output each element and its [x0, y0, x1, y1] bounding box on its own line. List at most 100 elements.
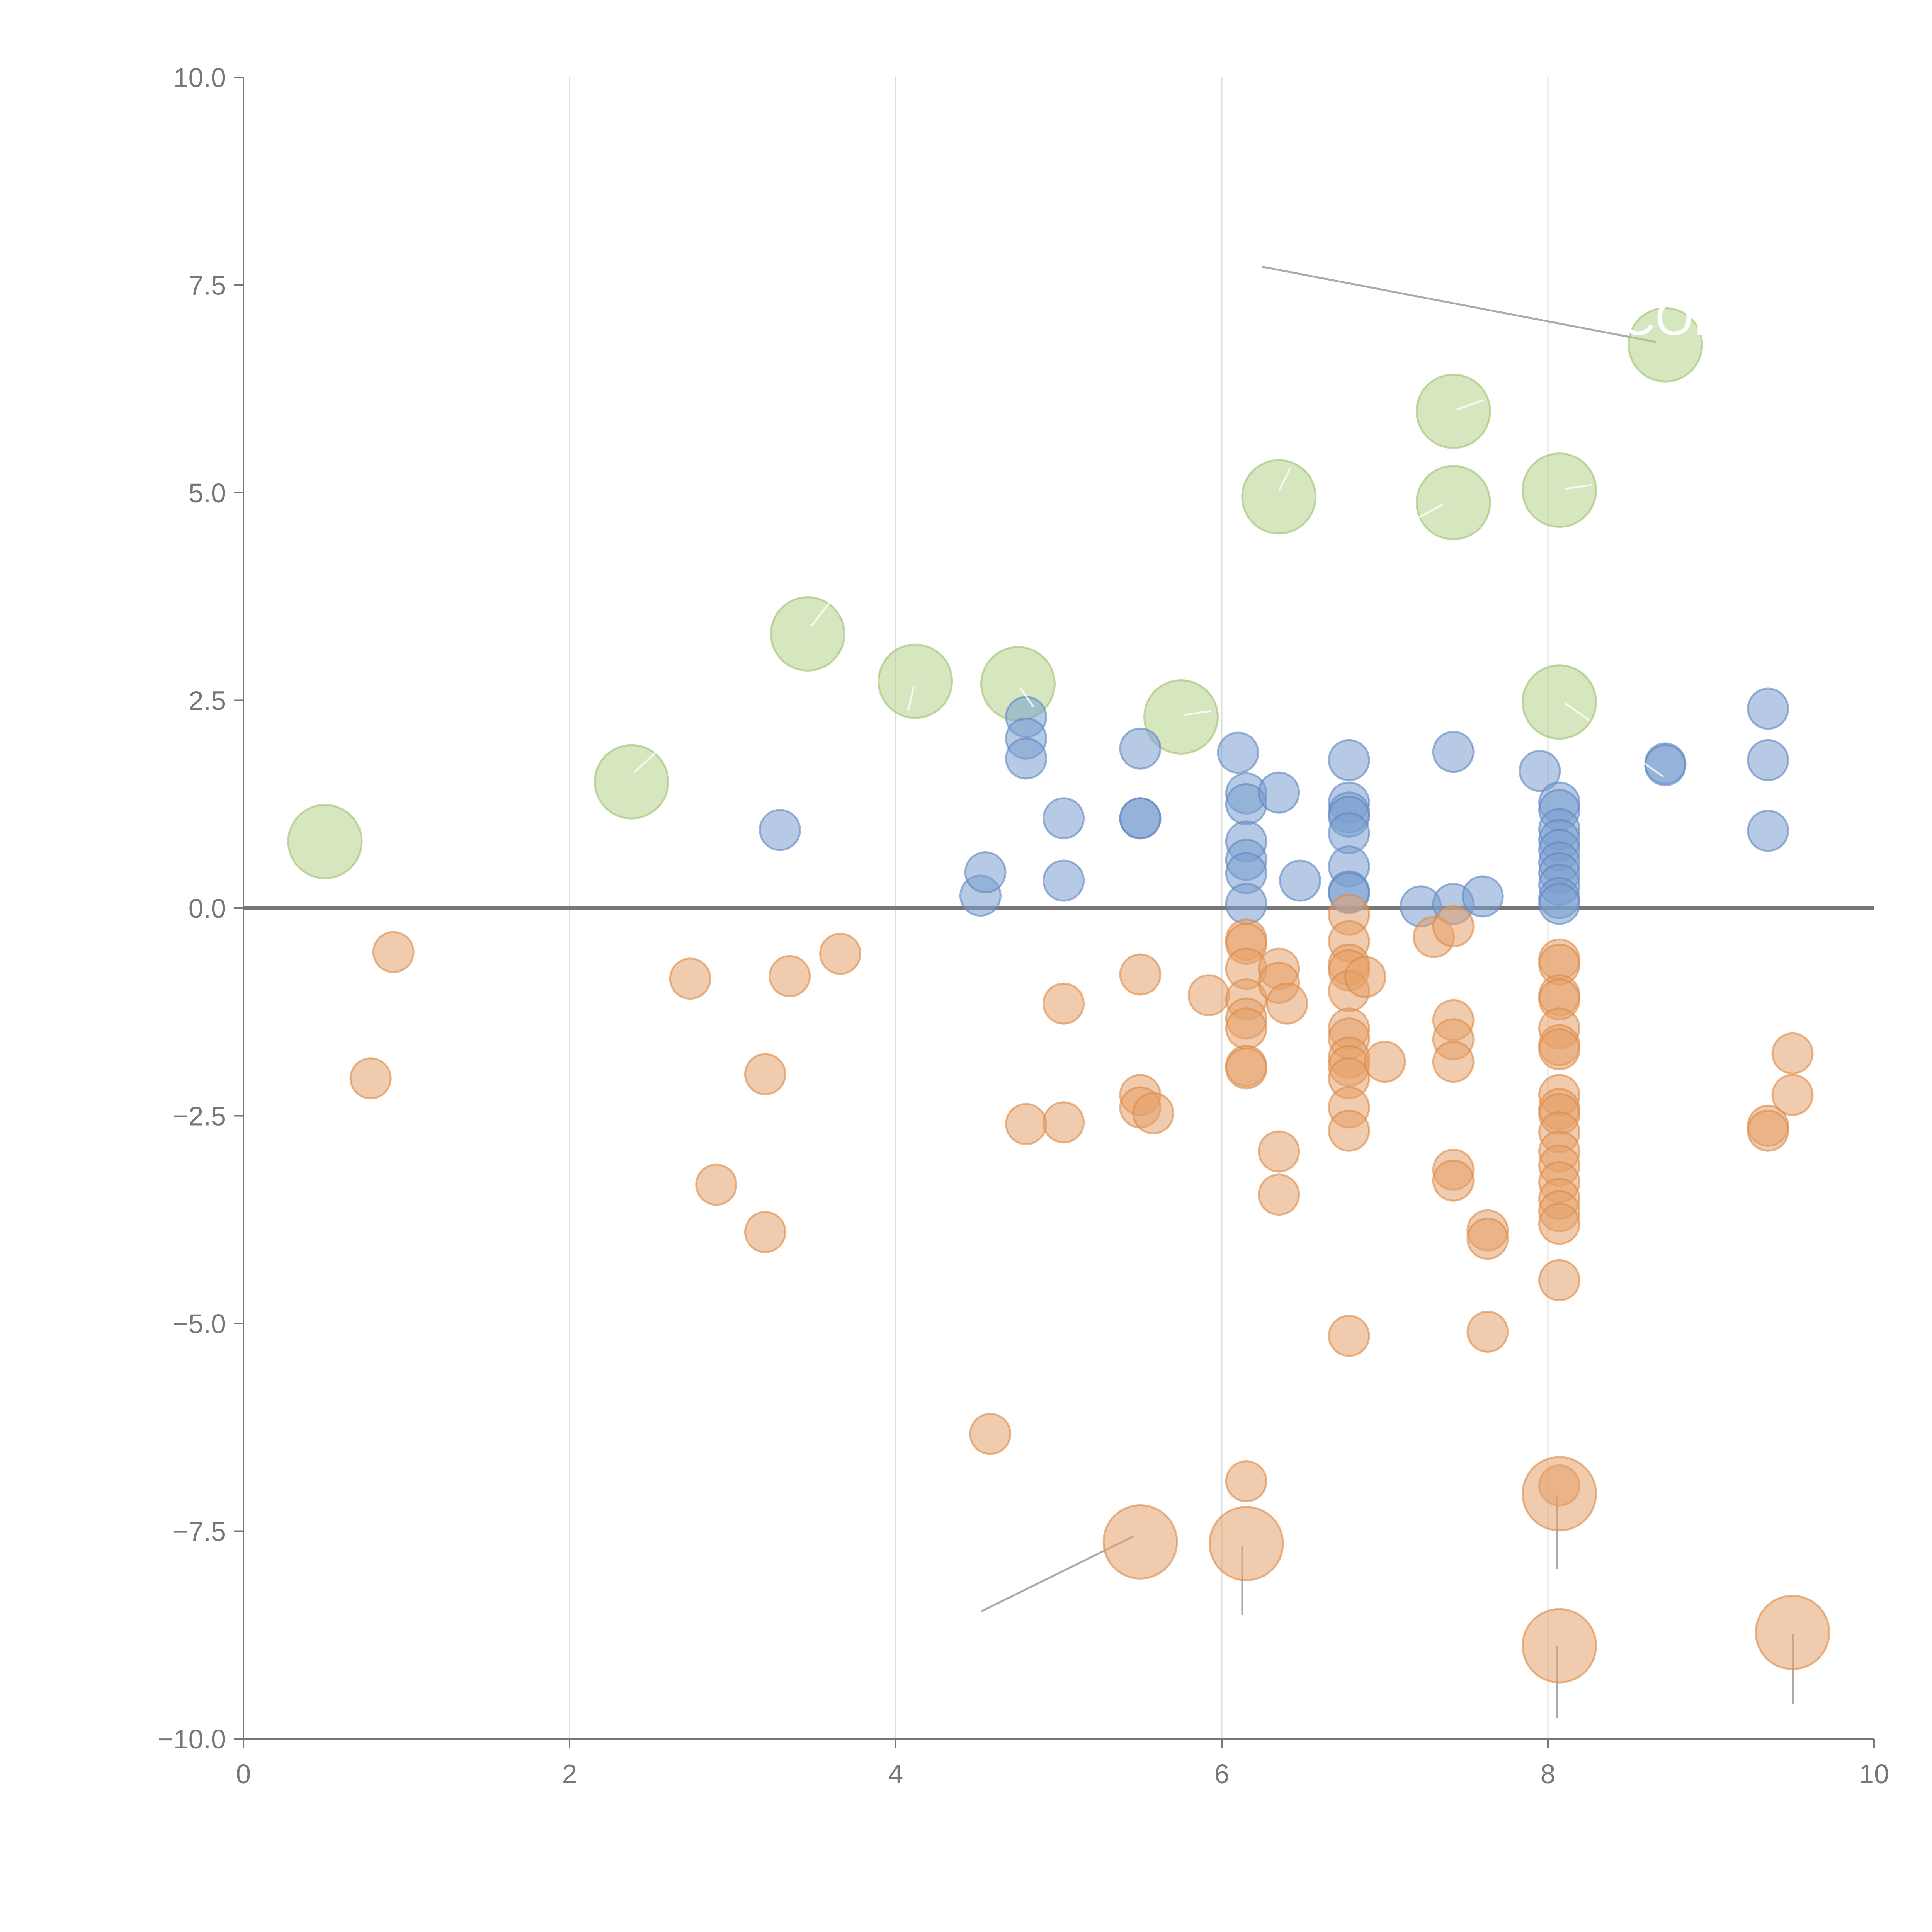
orange-point [1132, 1092, 1175, 1134]
x-tick-label: 2 [562, 1759, 577, 1789]
inner-leader-line [1564, 702, 1591, 722]
green-point [1522, 452, 1597, 528]
orange-point [1771, 1032, 1814, 1075]
series-blue [759, 687, 1789, 928]
green-point [1628, 307, 1703, 383]
orange-point [1466, 1311, 1509, 1353]
inner-leader-line [633, 751, 658, 774]
blue-point [1217, 731, 1259, 774]
x-tick-label: 4 [888, 1759, 903, 1789]
green-point [1143, 679, 1219, 755]
orange-point [769, 955, 811, 997]
inner-leader-line [907, 685, 915, 711]
orange-point [1258, 1130, 1300, 1173]
y-tick-label: 10.0 [173, 63, 226, 93]
orange-large-point [1208, 1506, 1284, 1582]
orange-point [744, 1211, 786, 1253]
blue-point [1119, 727, 1162, 770]
orange-point [695, 1163, 738, 1206]
orange-large-point [1522, 1456, 1597, 1532]
blue-point [1043, 859, 1085, 902]
green-point [878, 643, 953, 719]
orange-point [1258, 1173, 1300, 1216]
y-tick-label: 7.5 [189, 270, 226, 301]
leader-lines [981, 265, 1794, 1718]
orange-point [1747, 1109, 1789, 1152]
orange-point [1538, 1202, 1581, 1245]
green-point [1415, 465, 1491, 541]
blue-point [1644, 744, 1687, 786]
orange-point [969, 1413, 1012, 1455]
y-tick-label: −2.5 [173, 1101, 226, 1131]
blue-point [1225, 883, 1267, 925]
series-orange-large [1102, 1456, 1830, 1684]
orange-point [1344, 956, 1386, 998]
x-tick-label: 0 [236, 1759, 251, 1789]
blue-point [1747, 687, 1789, 730]
blue-point [1461, 875, 1504, 918]
blue-point [1747, 810, 1789, 852]
orange-large-point [1102, 1504, 1178, 1580]
inner-leader-line [1278, 467, 1292, 492]
orange-point [1466, 1218, 1509, 1260]
orange-point [1225, 1007, 1267, 1050]
green-point [1522, 664, 1597, 740]
orange-point [1771, 1074, 1814, 1116]
orange-point [1538, 1259, 1581, 1301]
inner-leader-line [1417, 503, 1444, 519]
series-orange [349, 893, 1814, 1507]
orange-point [1432, 1159, 1475, 1202]
inner-leader-line [1184, 710, 1212, 716]
blue-point [1258, 771, 1300, 814]
orange-point [1225, 1460, 1267, 1502]
orange-point [819, 932, 862, 975]
orange-point [1328, 1109, 1370, 1152]
orange-point [349, 1057, 392, 1100]
y-tick-label: −5.0 [173, 1309, 226, 1339]
x-tick-label: 6 [1214, 1759, 1230, 1789]
inner-leader-line [811, 600, 832, 627]
blue-point [759, 809, 801, 851]
orange-point [744, 1053, 786, 1095]
orange-point [1364, 1041, 1406, 1083]
orange-point [1266, 982, 1308, 1025]
blue-point [964, 851, 1007, 894]
orange-point [1328, 1315, 1370, 1357]
blue-point [1747, 739, 1789, 781]
x-tick-label: 10 [1859, 1759, 1889, 1789]
green-point [594, 744, 669, 820]
green-point [1241, 459, 1317, 535]
blue-point [1005, 737, 1048, 780]
blue-point [1043, 797, 1085, 840]
tick-labels: 0 2 4 6 8 10 10.0 7.5 5.0 2.5 0.0 −2.5 −5.0 −7.5 −10.0 [158, 63, 1889, 1789]
inner-leader-line [1565, 484, 1592, 490]
x-tick-label: 8 [1541, 1759, 1556, 1789]
annotations: COL [1619, 291, 1721, 346]
blue-point [1328, 739, 1370, 781]
leader-line [1261, 265, 1656, 343]
orange-point [1225, 1047, 1267, 1090]
inner-leader-line [1638, 758, 1664, 778]
series-green [287, 307, 1703, 879]
orange-point [1187, 974, 1230, 1017]
y-tick-label: 0.0 [189, 893, 226, 923]
orange-point [372, 931, 415, 973]
blue-point [1119, 797, 1162, 840]
blue-point [1432, 731, 1475, 773]
green-point [287, 804, 363, 879]
orange-large-point [1522, 1608, 1597, 1684]
y-tick-label: 2.5 [189, 686, 226, 716]
blue-point [1279, 859, 1321, 902]
orange-point [669, 957, 711, 1000]
orange-point [1432, 905, 1475, 947]
inner-leader-line [1456, 399, 1484, 411]
orange-point [1043, 982, 1085, 1025]
annotation-label: COL [1619, 291, 1721, 346]
inner-leader-lines [633, 399, 1664, 778]
inner-leader-line [1019, 687, 1035, 708]
orange-point [1043, 1101, 1085, 1144]
green-point [1415, 373, 1491, 449]
y-tick-label: −7.5 [173, 1517, 226, 1547]
green-point [770, 596, 845, 672]
